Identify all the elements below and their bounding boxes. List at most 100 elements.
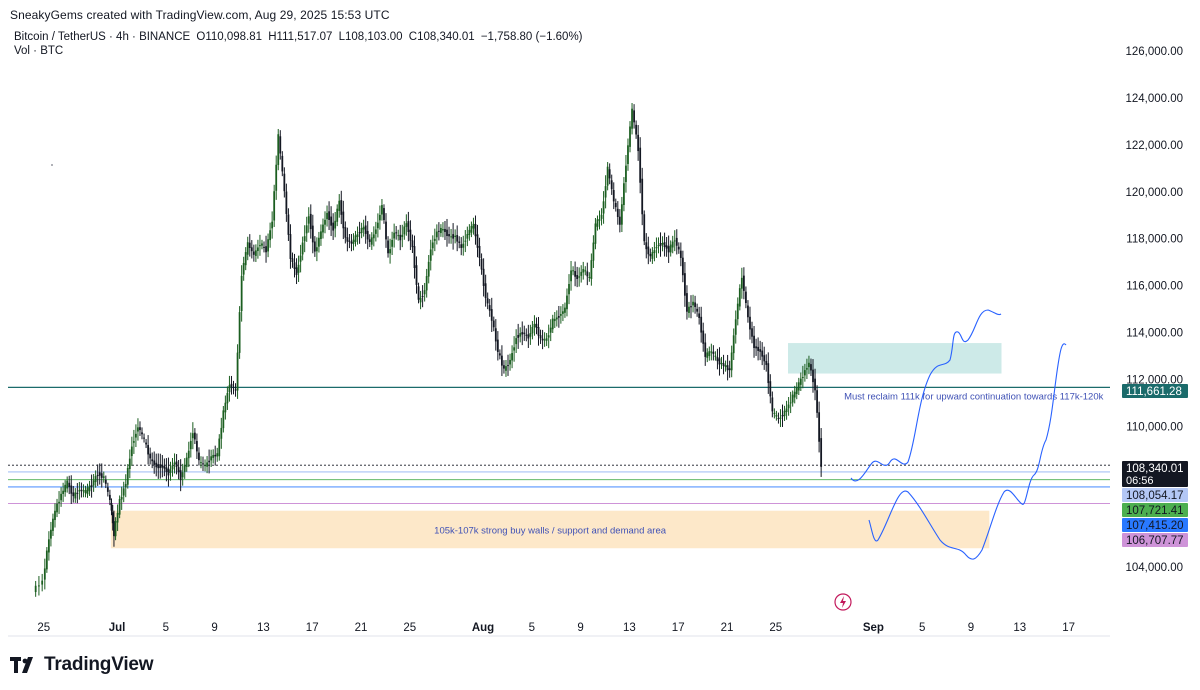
candle-body [631, 108, 633, 129]
candle-body [620, 204, 623, 225]
tradingview-logo-icon [10, 656, 38, 674]
x-tick-label: 13 [623, 622, 636, 634]
x-tick-label: 17 [1062, 622, 1075, 634]
candle-body [273, 191, 276, 221]
candle-body [803, 370, 806, 376]
candle-body [66, 480, 69, 489]
candle-body [521, 332, 524, 335]
candle-body [755, 346, 757, 349]
candle-body [602, 201, 605, 214]
candle-body [118, 498, 121, 515]
candle-body [541, 338, 544, 341]
candle-body [600, 214, 603, 219]
candle-body [238, 312, 241, 353]
candle-body [100, 473, 103, 478]
candle-body [393, 232, 396, 239]
candle-body [389, 249, 391, 254]
candle-body [511, 353, 513, 361]
tradingview-logo[interactable]: TradingView [10, 654, 154, 676]
candle-body [610, 180, 613, 190]
candle-body [114, 521, 117, 537]
x-tick-label: Aug [472, 622, 494, 634]
candle-body [616, 208, 619, 218]
candle-body [236, 352, 239, 391]
candle-body [297, 264, 300, 273]
candle-body [64, 484, 67, 493]
candle-body [492, 320, 495, 328]
candle-body [179, 470, 182, 481]
candle-body [303, 236, 306, 242]
candle-body [474, 223, 477, 237]
x-tick-label: Jul [109, 622, 126, 634]
candle-body [661, 243, 664, 245]
candle-body [649, 253, 652, 257]
candle-body [265, 246, 267, 253]
x-tick-label: 9 [211, 622, 217, 634]
candle-body [700, 316, 703, 333]
candle-body [342, 211, 345, 229]
candle-body [657, 245, 660, 247]
volume-label[interactable]: Vol · BTC [14, 45, 64, 57]
candle-body [698, 313, 701, 318]
candle-body [820, 438, 823, 467]
candle-body [456, 235, 459, 242]
x-tick-label: 13 [1013, 622, 1026, 634]
price-label-5: 106,707.77 [1126, 535, 1184, 547]
candle-body [130, 446, 133, 457]
candle-body [171, 465, 174, 470]
candle-body [58, 501, 60, 504]
candle-body [159, 464, 162, 469]
candle-body [167, 468, 170, 476]
ohlc-close: C108,340.01 [408, 31, 475, 43]
candle-body [279, 136, 282, 154]
candle-body [462, 243, 465, 248]
candle-body [252, 251, 255, 255]
candle-body [549, 327, 552, 333]
candle-body [578, 276, 581, 278]
candle-body [324, 219, 326, 225]
price-label-bg-4 [1122, 518, 1188, 532]
candle-body [328, 211, 330, 220]
candle-body [797, 382, 800, 391]
chart-caption: SneakyGems created with TradingView.com,… [10, 8, 390, 22]
price-label-bg-5 [1122, 533, 1188, 547]
x-tick-label: 25 [37, 622, 50, 634]
candle-body [417, 286, 420, 300]
candle-body [147, 445, 150, 455]
candle-body [113, 521, 115, 537]
candle-body [454, 235, 457, 237]
candle-body [732, 335, 735, 354]
event-marker-icon[interactable] [834, 593, 852, 611]
candle-body [566, 295, 568, 310]
candle-body [411, 240, 414, 248]
candle-body [458, 241, 461, 243]
candle-body [763, 355, 766, 362]
candle-body [429, 249, 432, 261]
symbol-name[interactable]: Bitcoin / TetherUS · 4h · BINANCE [14, 31, 191, 43]
candle-body [686, 293, 688, 312]
candle-body [663, 242, 666, 248]
x-tick-label: 9 [577, 622, 583, 634]
candle-body [551, 318, 554, 330]
candle-body [623, 183, 625, 206]
ohlc-high: H111,517.07 [268, 31, 333, 43]
candle-body [781, 415, 784, 417]
candle-body [816, 390, 818, 413]
candle-body [212, 454, 215, 458]
candle-body [582, 269, 585, 273]
candle-body [586, 271, 589, 277]
candle-body [696, 308, 699, 312]
candle-body [222, 410, 225, 429]
candle-body [470, 225, 473, 233]
candle-body [230, 383, 233, 387]
candle-body [193, 432, 196, 440]
candle-body [466, 234, 469, 239]
candle-body [694, 302, 696, 308]
candle-body [191, 433, 194, 439]
candle-body [728, 368, 731, 371]
candle-body [419, 297, 422, 303]
candle-body [204, 465, 206, 467]
candle-body [562, 311, 564, 314]
